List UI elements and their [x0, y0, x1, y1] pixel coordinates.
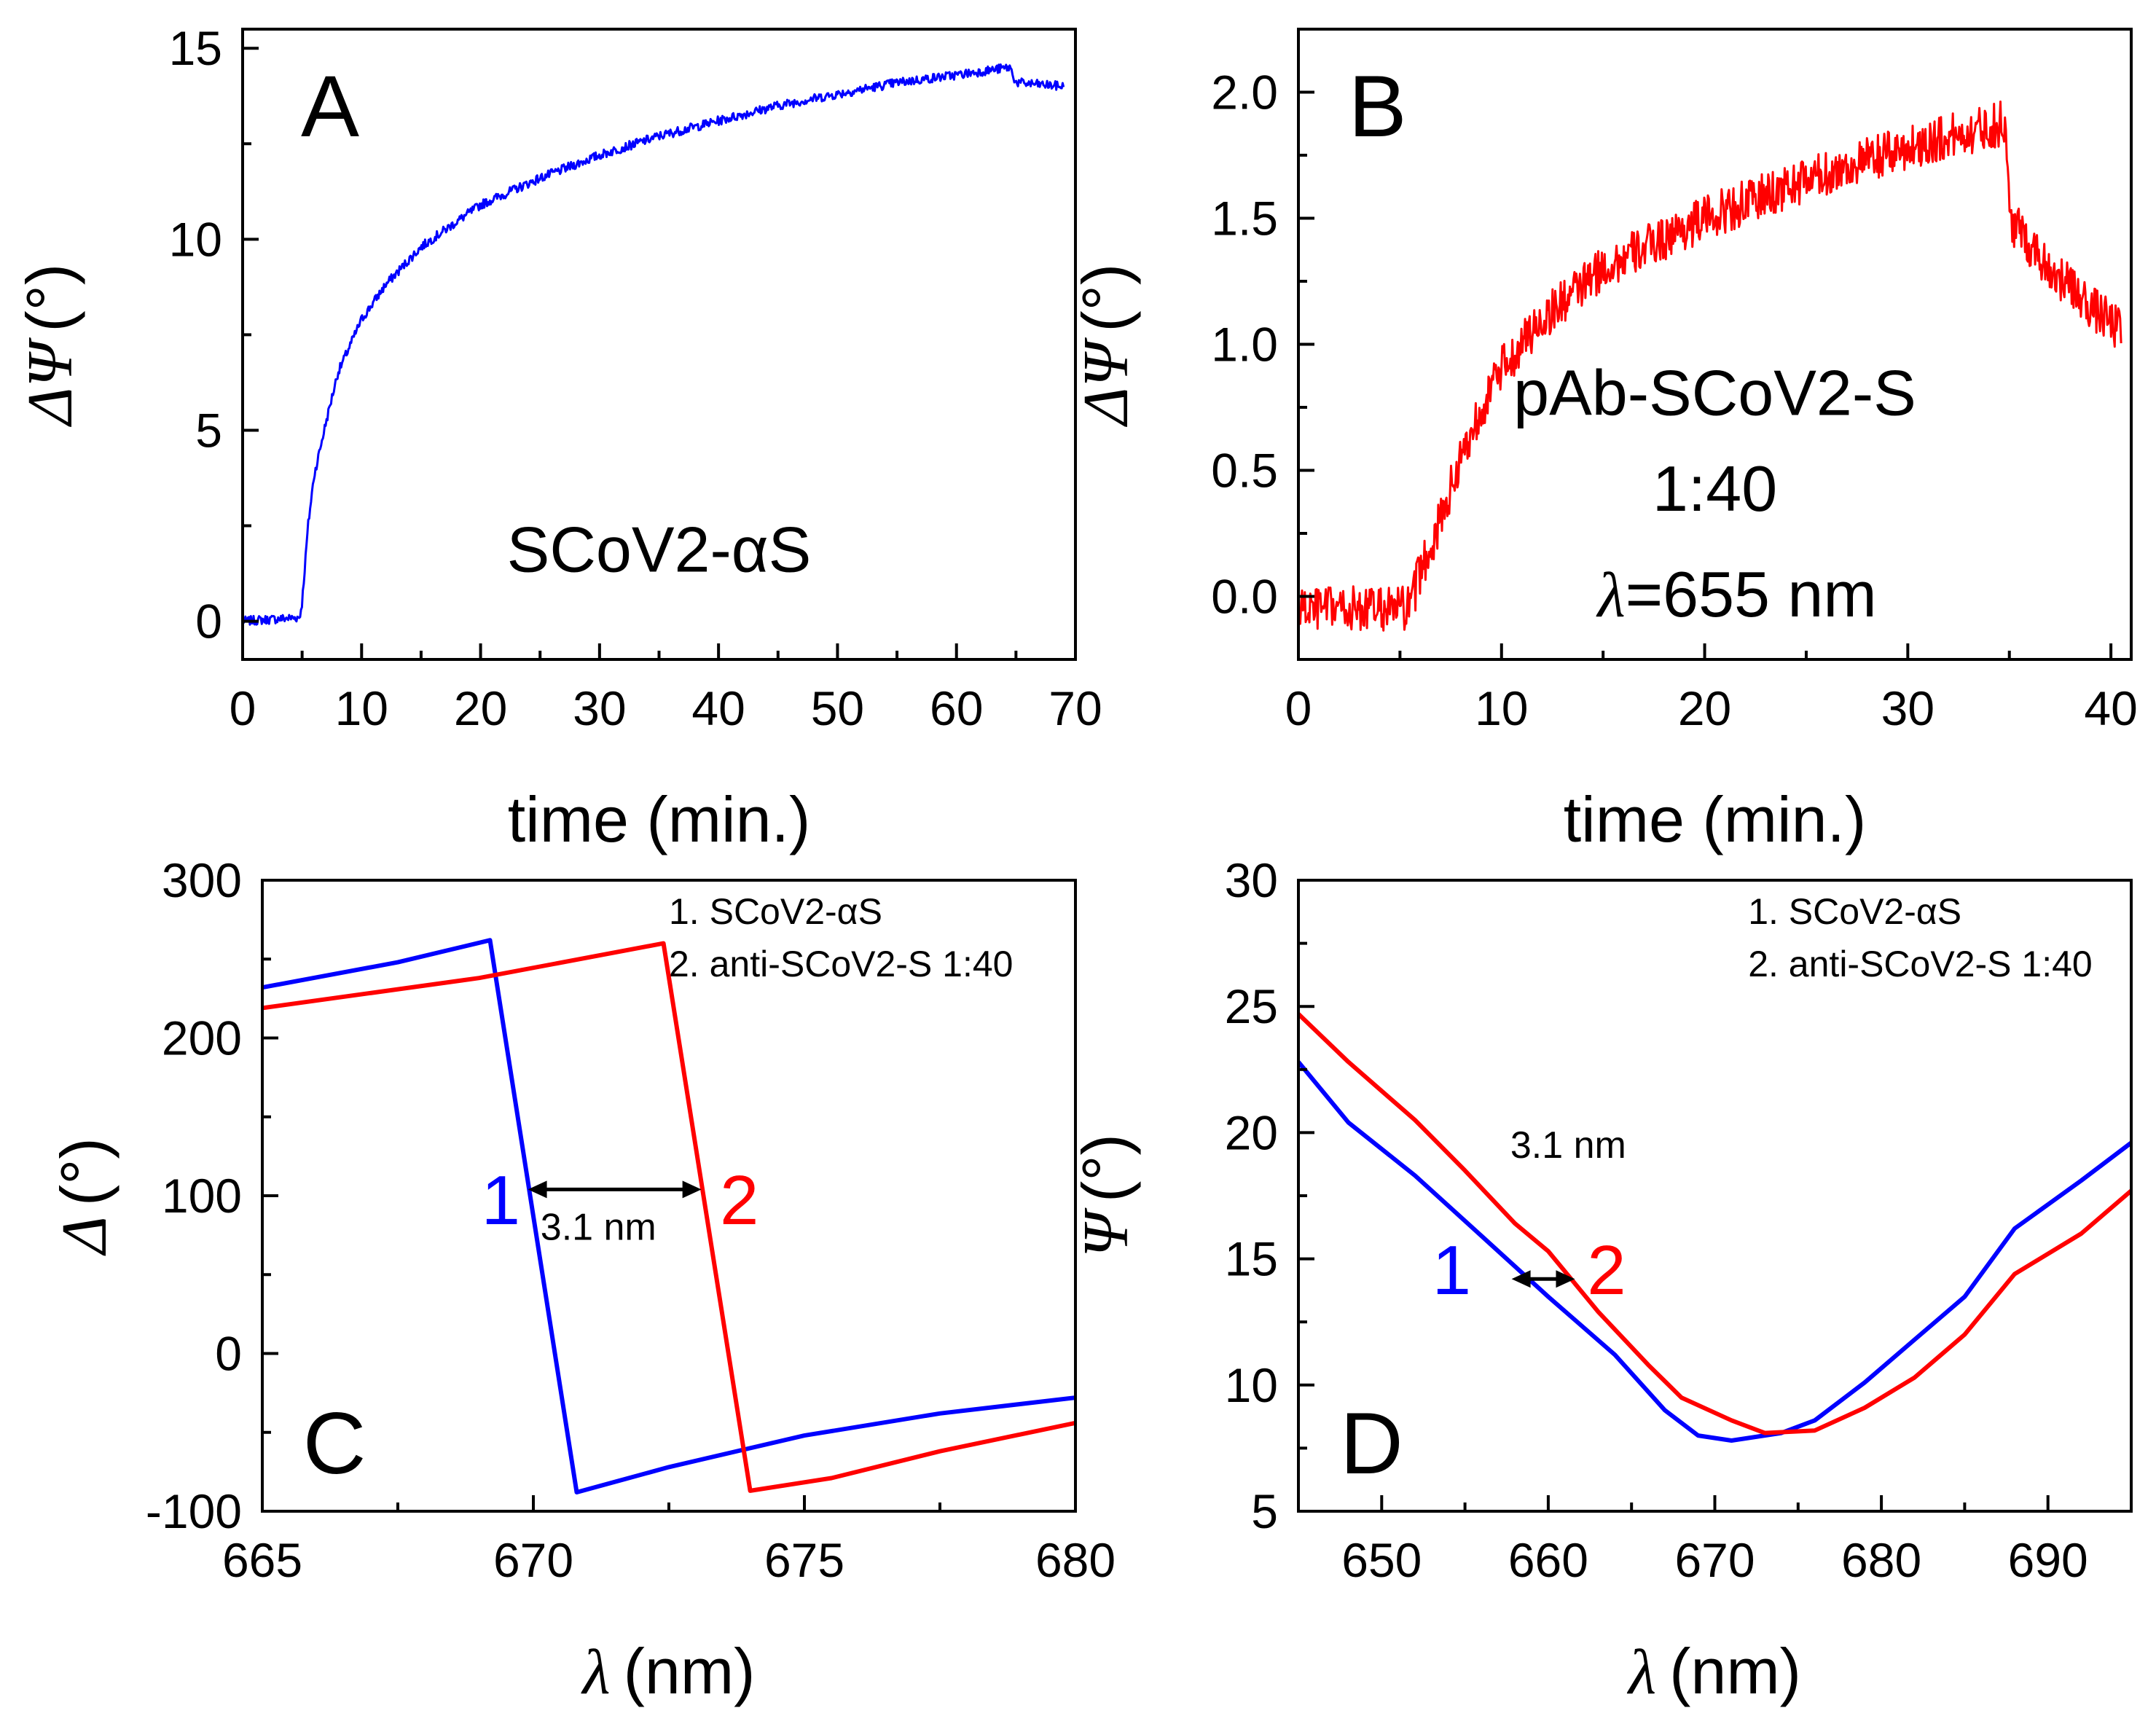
- x-tick-label: 0: [230, 681, 256, 735]
- y-axis-symbol: Ψ: [1071, 1207, 1142, 1258]
- series-line-c-2: [262, 941, 1075, 1493]
- y-tick-label: 30: [1225, 853, 1278, 907]
- y-tick-label: 0.0: [1211, 570, 1278, 624]
- x-tick-label: 675: [764, 1533, 844, 1587]
- y-axis-unit: (°): [13, 264, 85, 332]
- x-tick-label: 680: [1841, 1533, 1921, 1587]
- x-tick-label: 650: [1341, 1533, 1422, 1587]
- panel-b: 0 10 20 30 40 0.0 0.5 1.0 1.5 2.0 time (min.) ΔΨ(°)…: [1069, 28, 2138, 855]
- y-axis-unit: (°): [1069, 264, 1141, 332]
- x-tick-label: 30: [573, 681, 626, 735]
- y-tick-label: 15: [169, 21, 222, 75]
- y-tick-label: 0: [215, 1327, 242, 1381]
- y-tick-label: 10: [169, 212, 222, 266]
- y-tick-label: 20: [1225, 1105, 1278, 1159]
- x-tick-label: 40: [2084, 681, 2137, 735]
- y-tick-label: 100: [162, 1169, 242, 1223]
- x-tick-label: 680: [1035, 1533, 1116, 1587]
- shift-arrow: [1511, 1270, 1575, 1288]
- series-line-c-1: [262, 938, 1075, 1494]
- panel-c: 665 670 675 680 -100 0 100 200 300 λ (nm) Δ (°) C 1. S…: [47, 853, 1116, 1708]
- legend-entry: 2. anti-SCoV2-S 1:40: [669, 944, 1014, 984]
- x-tick-label: 660: [1508, 1533, 1588, 1587]
- x-tick-label: 665: [222, 1533, 302, 1587]
- panel-label: D: [1340, 1395, 1403, 1492]
- y-axis-label: Δ (°): [47, 1137, 120, 1255]
- y-tick-label: 15: [1225, 1232, 1278, 1286]
- shift-arrow: [528, 1180, 702, 1199]
- x-tick-label: 10: [335, 681, 388, 735]
- y-tick-label: 0: [195, 595, 222, 649]
- y-tick-label: 300: [162, 853, 242, 907]
- x-axis-unit: (nm): [624, 1635, 756, 1707]
- x-tick-label: 40: [691, 681, 745, 735]
- x-tick-label: 70: [1048, 681, 1102, 735]
- x-tick-label: 50: [811, 681, 864, 735]
- legend-entry: 1. SCoV2-αS: [1748, 891, 1961, 932]
- series-line-d-2: [1298, 1012, 2131, 1435]
- x-axis-label: λ (nm): [581, 1635, 756, 1708]
- x-axis-symbol: λ: [581, 1637, 611, 1708]
- x-axis-label: time (min.): [1564, 783, 1867, 855]
- annotation: λ=655 nm: [1596, 558, 1877, 631]
- legend-entry: 2. anti-SCoV2-S 1:40: [1748, 944, 2093, 984]
- x-tick-label: 10: [1475, 681, 1528, 735]
- x-axis-unit: (nm): [1669, 1635, 1801, 1707]
- panel-a: 0 10 20 30 40 50 60 70 0 5 10 15 time (min.) ΔΨ(°) A SC…: [13, 21, 1102, 855]
- y-tick-label: 1.0: [1211, 318, 1278, 372]
- x-axis-label: λ (nm): [1626, 1635, 1801, 1708]
- y-tick-label: -100: [146, 1484, 242, 1538]
- x-tick-label: 0: [1285, 681, 1312, 735]
- panel-label: A: [301, 58, 359, 155]
- x-tick-label: 20: [1678, 681, 1731, 735]
- x-axis-label: time (min.): [508, 783, 811, 855]
- y-tick-label: 2.0: [1211, 66, 1278, 119]
- y-axis-label: ΔΨ(°): [13, 264, 86, 427]
- y-axis-unit: (°): [47, 1137, 119, 1206]
- series-line-d-1: [1298, 1060, 2131, 1443]
- series-line-b-1: [1298, 101, 2122, 632]
- curve-label: 2: [720, 1161, 758, 1239]
- legend-entry: 1. SCoV2-αS: [669, 891, 882, 932]
- shift-label: 3.1 nm: [1510, 1124, 1626, 1167]
- y-tick-label: 5: [195, 403, 222, 457]
- shift-label: 3.1 nm: [541, 1207, 656, 1249]
- curve-label: 1: [1432, 1231, 1471, 1309]
- y-tick-label: 0.5: [1211, 444, 1278, 498]
- y-axis-label: ΔΨ(°): [1069, 264, 1142, 427]
- series-line-a-1: [243, 63, 1065, 626]
- panel-label: B: [1349, 58, 1407, 155]
- panel-d: 650 660 670 680 690 5 10 15 20 25 30 λ (nm) Ψ(°) D 1. S…: [1069, 853, 2133, 1708]
- annotation: pAb-SCoV2-S: [1513, 356, 1916, 428]
- y-axis-unit: (°): [1069, 1134, 1141, 1202]
- y-tick-label: 5: [1251, 1484, 1278, 1538]
- x-tick-label: 30: [1881, 681, 1934, 735]
- y-tick-label: 25: [1225, 979, 1278, 1033]
- y-axis-label: Ψ(°): [1069, 1134, 1142, 1258]
- x-tick-label: 60: [930, 681, 983, 735]
- annotation-symbol: λ: [1596, 560, 1626, 631]
- annotation: SCoV2-αS: [507, 513, 812, 585]
- y-axis-symbol: ΔΨ: [1071, 337, 1142, 428]
- x-tick-label: 670: [493, 1533, 573, 1587]
- x-tick-label: 670: [1674, 1533, 1755, 1587]
- curve-label: 2: [1587, 1231, 1626, 1309]
- y-axis-symbol: ΔΨ: [15, 337, 86, 428]
- annotation-text: =655 nm: [1626, 558, 1877, 630]
- x-axis-symbol: λ: [1626, 1637, 1656, 1708]
- panel-label: C: [303, 1395, 366, 1492]
- y-tick-label: 1.5: [1211, 192, 1278, 246]
- curve-label: 1: [482, 1161, 520, 1239]
- x-tick-label: 20: [454, 681, 507, 735]
- x-tick-label: 690: [2008, 1533, 2088, 1587]
- y-axis-symbol: Δ: [50, 1216, 120, 1256]
- annotation: 1:40: [1653, 452, 1777, 525]
- y-tick-label: 10: [1225, 1358, 1278, 1412]
- y-tick-label: 200: [162, 1011, 242, 1065]
